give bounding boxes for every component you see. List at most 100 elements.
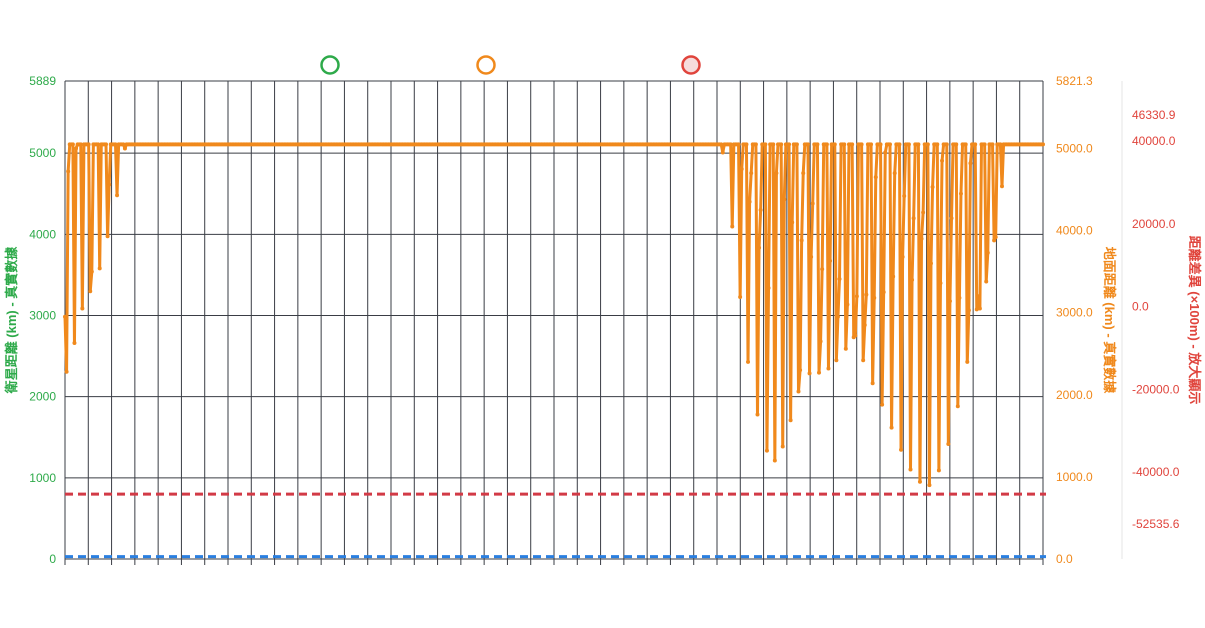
left-axis-ticks: 0 1000 2000 3000 4000 5000 5889 — [29, 74, 56, 566]
data-point — [64, 369, 69, 374]
data-point — [780, 444, 785, 449]
data-point — [968, 161, 973, 166]
legend-marker[interactable] — [320, 55, 340, 75]
data-point — [744, 142, 749, 147]
data-point — [771, 142, 776, 147]
data-point — [121, 142, 126, 147]
data-point — [949, 216, 954, 221]
data-point — [107, 182, 112, 187]
data-point — [984, 279, 989, 284]
data-point — [801, 171, 806, 176]
left-axis-tick-label: 5000 — [29, 146, 56, 160]
data-point — [807, 371, 812, 376]
data-point — [779, 142, 784, 147]
data-point — [720, 150, 725, 155]
data-point — [889, 425, 894, 430]
data-point — [736, 142, 741, 147]
right-axis-2-tick-label: -52535.6 — [1132, 517, 1180, 531]
data-point — [757, 245, 762, 250]
data-point — [88, 289, 93, 294]
data-point — [861, 358, 866, 363]
data-point — [940, 158, 945, 163]
data-point — [842, 142, 847, 147]
data-point — [809, 254, 814, 259]
data-point — [998, 142, 1003, 147]
legend[interactable] — [320, 55, 701, 75]
data-point — [749, 171, 754, 176]
data-point — [906, 142, 911, 147]
data-point — [80, 306, 85, 311]
data-point — [105, 234, 110, 239]
data-point — [850, 142, 855, 147]
data-point — [935, 142, 940, 147]
data-point — [826, 366, 831, 371]
data-point — [859, 142, 864, 147]
data-point — [730, 224, 735, 229]
data-point — [113, 142, 118, 147]
data-point — [955, 404, 960, 409]
right-axis-1-tick-label: 5000.0 — [1056, 141, 1093, 155]
data-point — [843, 346, 848, 351]
legend-marker[interactable] — [681, 55, 701, 75]
data-point — [746, 359, 751, 364]
data-point — [946, 442, 951, 447]
left-axis-title: 衛星距離 (km) - 真實數據 — [4, 246, 19, 395]
data-point — [764, 448, 769, 453]
data-point — [1041, 142, 1045, 147]
data-point — [854, 294, 859, 299]
right-axis-2-tick-label: 46330.9 — [1132, 108, 1176, 122]
right-axis-2-tick-label: 0.0 — [1132, 300, 1149, 314]
data-point — [992, 238, 997, 243]
data-point — [824, 142, 829, 147]
right-axis-1-tick-label: 5821.3 — [1056, 74, 1093, 88]
data-point — [916, 142, 921, 147]
left-axis-tick-label: 3000 — [29, 308, 56, 322]
data-point — [873, 175, 878, 180]
right-axis-1-ticks: 0.0 1000.0 2000.0 3000.0 4000.0 5000.0 5821.3 — [1056, 74, 1093, 566]
data-point — [900, 254, 905, 259]
data-point — [976, 294, 981, 299]
data-point — [864, 292, 869, 297]
data-point — [805, 142, 810, 147]
right-axis-2-ticks: -52535.6 -40000.0 -20000.0 0.0 20000.0 40000.… — [1132, 108, 1180, 531]
data-point — [862, 322, 867, 327]
data-point — [70, 142, 75, 147]
left-axis-tick-label: 2000 — [29, 390, 56, 404]
data-point — [66, 169, 71, 174]
right-axis-1-tick-label: 3000.0 — [1056, 306, 1093, 320]
data-point — [917, 479, 922, 484]
data-point — [947, 299, 952, 304]
right-axis-2-title: 距離差異 (×100m) - 放大顯示 — [1187, 236, 1202, 405]
data-point — [787, 142, 792, 147]
right-axis-1-tick-label: 0.0 — [1056, 552, 1073, 566]
data-point — [798, 368, 803, 373]
right-axis-1-tick-label: 1000.0 — [1056, 470, 1093, 484]
data-point — [887, 142, 892, 147]
data-point — [817, 370, 822, 375]
data-point — [936, 468, 941, 473]
series-layer — [63, 142, 1046, 559]
right-axis-1-title: 地面距離 (km) - 真實數據 — [1102, 247, 1117, 395]
data-point — [72, 341, 77, 346]
data-point — [763, 142, 768, 147]
data-point — [78, 142, 83, 147]
data-point — [977, 306, 982, 311]
data-point — [758, 208, 763, 213]
data-point — [921, 210, 926, 215]
data-point — [845, 302, 850, 307]
data-point — [899, 447, 904, 452]
data-point — [766, 286, 771, 291]
data-point — [747, 199, 752, 204]
left-axis-tick-label: 0 — [49, 552, 56, 566]
data-point — [74, 146, 79, 151]
data-point — [990, 142, 995, 147]
right-axis-2-tick-label: 40000.0 — [1132, 134, 1176, 148]
left-axis-tick-label: 4000 — [29, 227, 56, 241]
data-point — [834, 358, 839, 363]
data-point — [872, 295, 877, 300]
legend-marker[interactable] — [476, 55, 496, 75]
data-point — [122, 146, 127, 151]
data-point — [794, 142, 799, 147]
data-point — [115, 193, 120, 198]
